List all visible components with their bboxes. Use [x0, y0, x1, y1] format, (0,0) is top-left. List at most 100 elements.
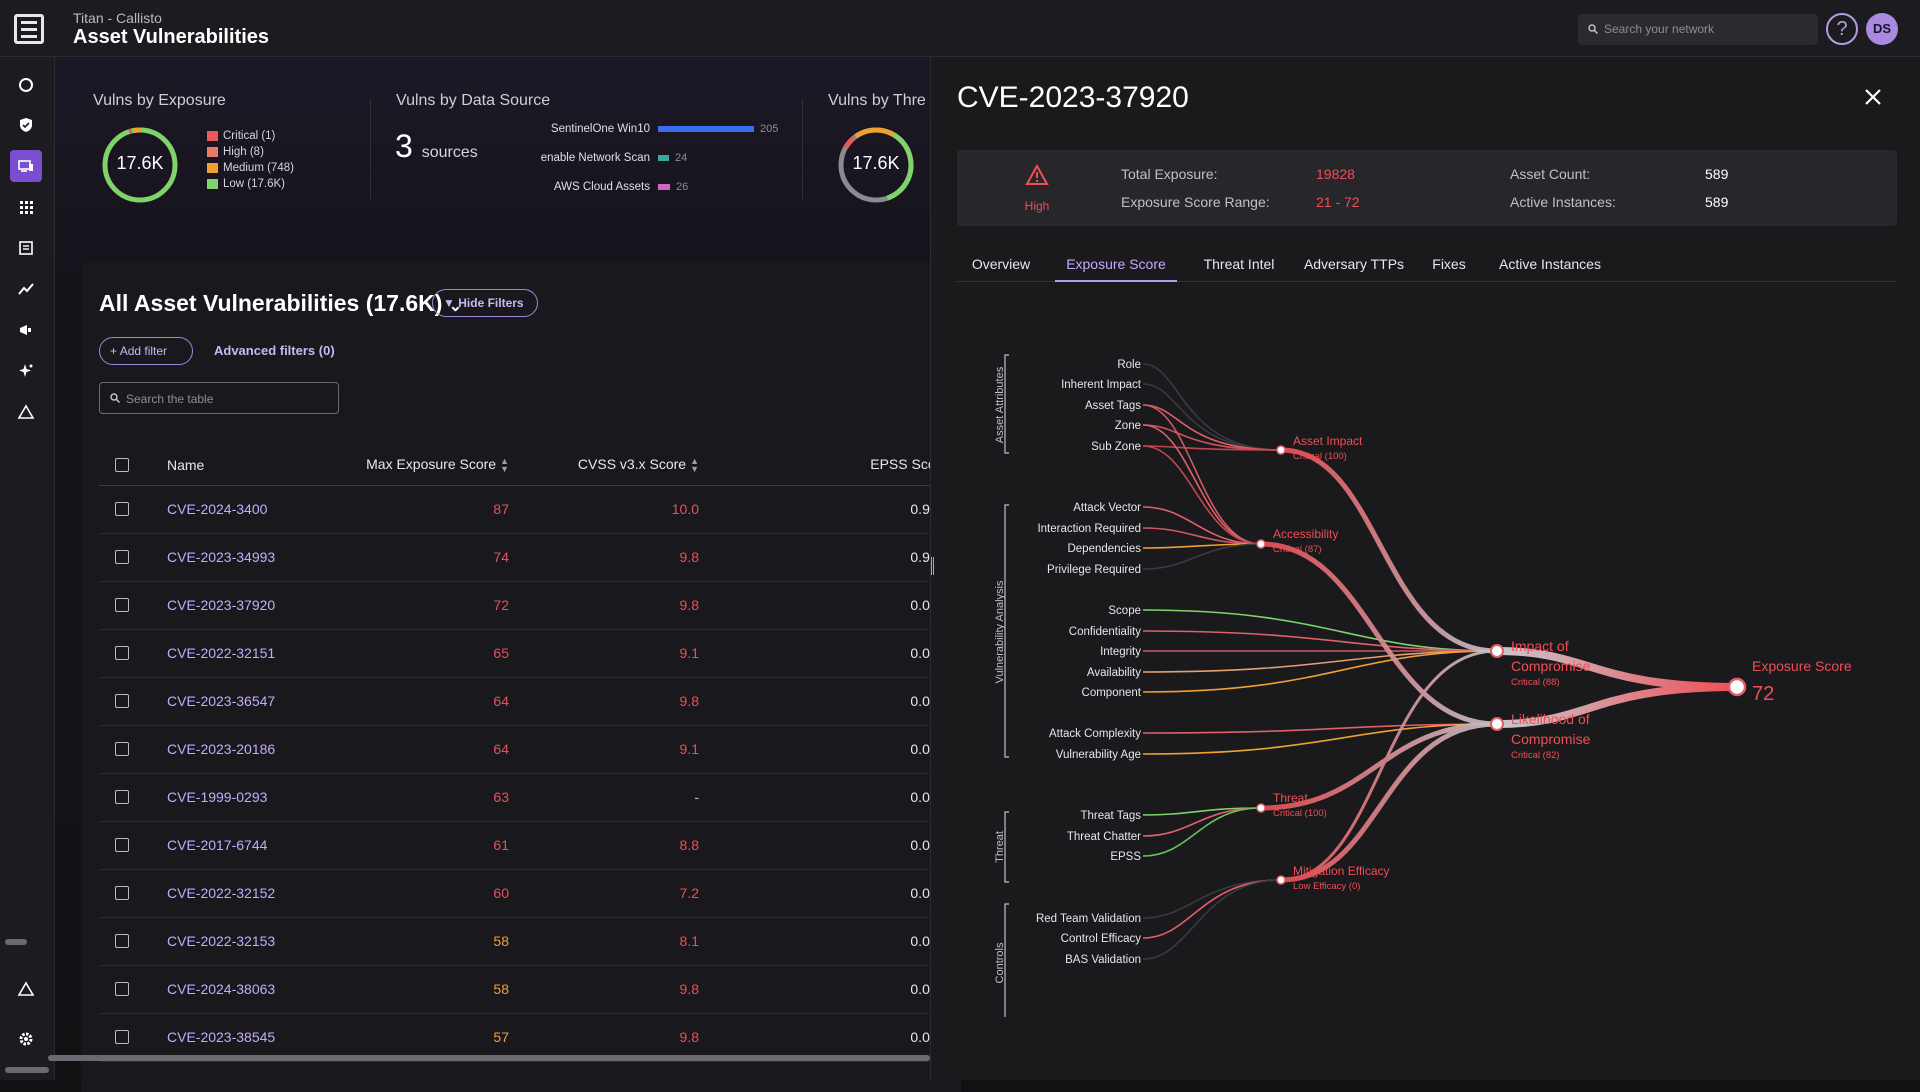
select-all-checkbox[interactable]	[115, 457, 129, 472]
column-header-epss[interactable]: EPSS Score▲▼	[699, 445, 961, 486]
table-search-input[interactable]: Search the table	[99, 382, 339, 414]
input-inherent-impact[interactable]: Inherent Impact	[1061, 379, 1142, 391]
legend-medium[interactable]: Medium (748)	[207, 160, 294, 176]
node-exposure-score[interactable]: Exposure Score 72	[1727, 658, 1852, 705]
global-search-input[interactable]: Search your network	[1578, 14, 1818, 45]
source-row[interactable]: SentinelOne Win10 205	[550, 123, 779, 135]
input-control-efficacy[interactable]: Control Efficacy	[1061, 933, 1142, 945]
cve-link[interactable]: CVE-2024-3400	[167, 485, 327, 534]
legend-high[interactable]: High (8)	[207, 144, 294, 160]
tab-adversary-ttps[interactable]: Adversary TTPs	[1303, 256, 1405, 272]
cve-link[interactable]: CVE-2022-32153	[167, 917, 327, 966]
source-row[interactable]: AWS Cloud Assets 26	[553, 181, 689, 193]
legend-low[interactable]: Low (17.6K)	[207, 176, 294, 192]
table-title[interactable]: All Asset Vulnerabilities (17.6K) ⌄	[99, 290, 463, 316]
nav-dashboard-icon[interactable]	[10, 69, 42, 101]
advanced-filters-link[interactable]: Advanced filters (0)	[214, 343, 335, 358]
node-mitigation-efficacy[interactable]: Mitigation Efficacy Low Efficacy (0)	[1276, 864, 1390, 892]
row-checkbox[interactable]	[115, 934, 129, 948]
cve-link[interactable]: CVE-2022-32152	[167, 869, 327, 918]
nav-announcements-icon[interactable]	[10, 314, 42, 346]
close-icon[interactable]	[1861, 85, 1885, 109]
nav-bottom-scrollbar[interactable]	[5, 1067, 49, 1073]
nav-sparkles-icon[interactable]	[10, 355, 42, 387]
input-epss[interactable]: EPSS	[1110, 851, 1141, 863]
input-attack-vector[interactable]: Attack Vector	[1073, 502, 1141, 514]
hide-filters-button[interactable]: ▼ Hide Filters	[432, 289, 538, 317]
input-threat-chatter[interactable]: Threat Chatter	[1067, 831, 1141, 843]
cve-link[interactable]: CVE-2023-20186	[167, 725, 327, 774]
nav-assets-icon[interactable]	[10, 150, 42, 182]
input-component[interactable]: Component	[1082, 687, 1142, 699]
nav-apps-grid-icon[interactable]	[10, 191, 42, 223]
node-accessibility[interactable]: Accessibility Critical (87)	[1256, 527, 1338, 555]
input-asset-tags[interactable]: Asset Tags	[1085, 400, 1141, 412]
drawer-resize-handle[interactable]	[931, 557, 934, 575]
node-likelihood-of-compromise[interactable]: Likelihood of Compromise Critical (82)	[1490, 711, 1591, 761]
cve-link[interactable]: CVE-2023-36547	[167, 677, 327, 726]
help-button[interactable]: ?	[1826, 13, 1858, 45]
legend-critical[interactable]: Critical (1)	[207, 128, 294, 144]
row-checkbox[interactable]	[115, 886, 129, 900]
input-availability[interactable]: Availability	[1087, 667, 1141, 679]
threat-donut[interactable]	[836, 125, 916, 205]
sort-icon[interactable]: ▲▼	[690, 456, 699, 475]
row-checkbox[interactable]	[115, 982, 129, 996]
cve-link[interactable]: CVE-1999-0293	[167, 773, 327, 822]
nav-trends-icon[interactable]	[10, 273, 42, 305]
row-checkbox[interactable]	[115, 598, 129, 612]
node-threat[interactable]: Threat Critical (100)	[1256, 791, 1327, 819]
input-dependencies[interactable]: Dependencies	[1067, 543, 1141, 555]
input-integrity[interactable]: Integrity	[1100, 646, 1141, 658]
input-confidentiality[interactable]: Confidentiality	[1069, 626, 1141, 638]
cve-link[interactable]: CVE-2017-6744	[167, 821, 327, 870]
user-avatar[interactable]: DS	[1866, 13, 1898, 45]
input-vulnerability-age[interactable]: Vulnerability Age	[1056, 749, 1141, 761]
row-checkbox[interactable]	[115, 550, 129, 564]
nav-settings-gear-icon[interactable]	[10, 1023, 42, 1055]
row-checkbox[interactable]	[115, 502, 129, 516]
input-threat-tags[interactable]: Threat Tags	[1080, 810, 1141, 822]
cve-link[interactable]: CVE-2023-38545	[167, 1013, 327, 1062]
exposure-donut[interactable]	[100, 125, 180, 205]
nav-alerts-icon[interactable]	[10, 396, 42, 428]
column-header-max-exposure[interactable]: Max Exposure Score ▲ ▼	[327, 445, 509, 486]
nav-warning-icon[interactable]	[10, 973, 42, 1005]
breadcrumb[interactable]: Titan - Callisto	[73, 10, 162, 26]
input-interaction-required[interactable]: Interaction Required	[1037, 523, 1141, 535]
tab-fixes[interactable]: Fixes	[1432, 256, 1466, 272]
source-row[interactable]: enable Network Scan 24	[540, 152, 688, 164]
input-scope[interactable]: Scope	[1108, 605, 1141, 617]
row-checkbox[interactable]	[115, 646, 129, 660]
input-sub-zone[interactable]: Sub Zone	[1091, 441, 1141, 453]
tab-active-instances[interactable]: Active Instances	[1499, 256, 1601, 272]
table-horizontal-scrollbar[interactable]	[48, 1055, 930, 1061]
app-logo-icon[interactable]	[14, 14, 44, 44]
nav-scrollbar[interactable]	[5, 939, 27, 945]
add-filter-button[interactable]: + Add filter	[99, 337, 193, 365]
input-bas-validation[interactable]: BAS Validation	[1065, 954, 1141, 966]
input-zone[interactable]: Zone	[1115, 420, 1141, 432]
cve-link[interactable]: CVE-2022-32151	[167, 629, 327, 678]
input-role[interactable]: Role	[1117, 359, 1141, 371]
column-header-name[interactable]: Name	[167, 445, 327, 486]
cve-link[interactable]: CVE-2023-34993	[167, 533, 327, 582]
input-attack-complexity[interactable]: Attack Complexity	[1049, 728, 1141, 740]
tab-overview[interactable]: Overview	[971, 256, 1031, 272]
cve-link[interactable]: CVE-2023-37920	[167, 581, 327, 630]
node-impact-of-compromise[interactable]: Impact of Compromise Critical (88)	[1490, 638, 1591, 688]
row-checkbox[interactable]	[115, 1030, 129, 1044]
row-checkbox[interactable]	[115, 694, 129, 708]
